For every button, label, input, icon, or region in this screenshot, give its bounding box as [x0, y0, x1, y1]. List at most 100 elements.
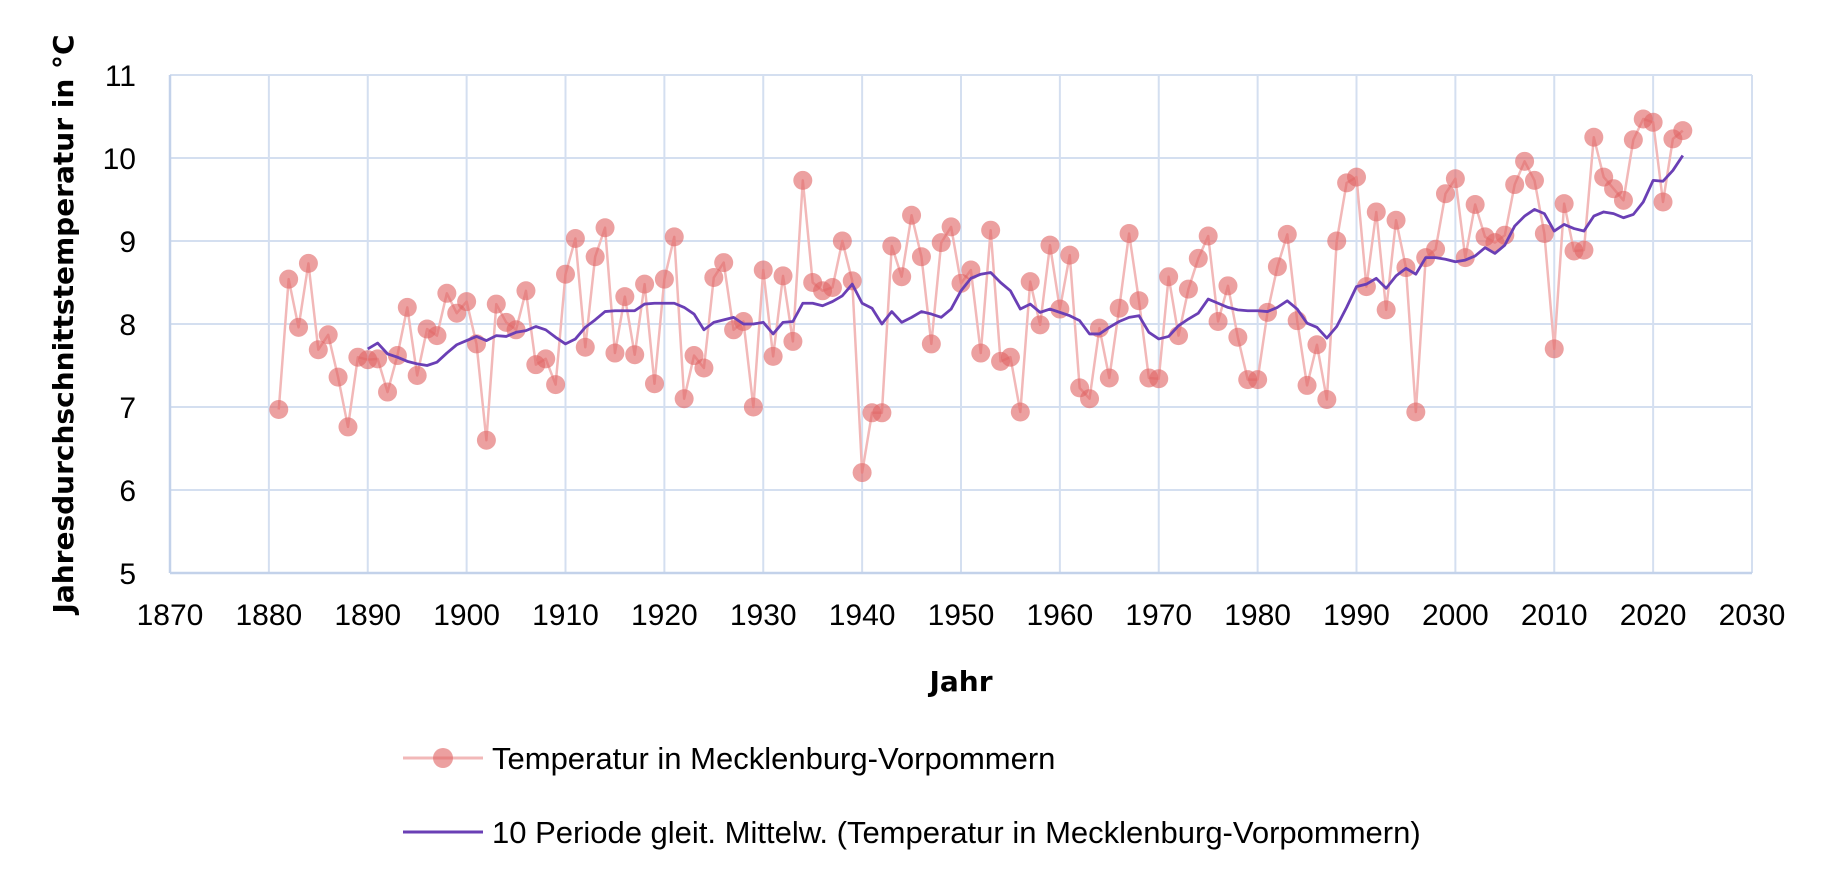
data-point-temperature: [486, 294, 506, 314]
data-point-temperature: [704, 268, 724, 288]
data-point-temperature: [1109, 298, 1129, 318]
data-point-temperature: [1613, 190, 1633, 210]
data-point-temperature: [1515, 151, 1535, 171]
series-layer: [269, 109, 1693, 483]
data-point-temperature: [615, 287, 635, 307]
data-point-temperature: [1317, 390, 1337, 410]
data-point-temperature: [822, 277, 842, 297]
y-tick-label: 8: [119, 309, 136, 342]
data-point-temperature: [1623, 130, 1643, 150]
legend-item-temperature: Temperatur in Mecklenburg-Vorpommern: [403, 741, 1055, 776]
y-axis-title: Jahresdurchschnittstemperatur in °C: [47, 34, 80, 615]
data-point-temperature: [981, 220, 1001, 240]
data-point-temperature: [832, 231, 852, 251]
series-line-moving-average: [367, 154, 1684, 367]
data-point-temperature: [1198, 226, 1218, 246]
data-point-temperature: [654, 269, 674, 289]
data-point-temperature: [1099, 368, 1119, 388]
data-point-temperature: [872, 403, 892, 423]
data-point-temperature: [961, 260, 981, 280]
data-point-temperature: [644, 374, 664, 394]
data-point-temperature: [328, 367, 348, 387]
x-tick-label: 1950: [928, 599, 995, 632]
data-point-temperature: [902, 205, 922, 225]
legend-marker-temperature: [433, 748, 453, 768]
data-point-temperature: [674, 389, 694, 409]
data-point-temperature: [763, 346, 783, 366]
data-point-temperature: [1119, 224, 1139, 244]
data-point-temperature: [1010, 402, 1030, 422]
data-point-temperature: [1584, 127, 1604, 147]
data-point-temperature: [516, 281, 536, 301]
data-point-temperature: [743, 397, 763, 417]
data-point-temperature: [368, 349, 388, 369]
data-point-temperature: [1544, 339, 1564, 359]
data-point-temperature: [753, 260, 773, 280]
data-point-temperature: [1445, 169, 1465, 189]
data-point-temperature: [664, 227, 684, 247]
legend-item-moving-average: 10 Periode gleit. Mittelw. (Temperatur i…: [403, 815, 1421, 850]
data-point-temperature: [1653, 192, 1673, 212]
data-point-temperature: [1673, 121, 1693, 141]
x-tick-label: 1870: [137, 599, 204, 632]
data-point-temperature: [605, 343, 625, 363]
data-point-temperature: [1327, 231, 1347, 251]
data-point-temperature: [1347, 167, 1366, 187]
data-point-temperature: [476, 430, 496, 450]
y-tick-label: 11: [105, 60, 136, 93]
data-point-temperature: [1040, 235, 1060, 255]
data-point-temperature: [1188, 248, 1208, 268]
y-tick-label: 5: [119, 558, 136, 591]
x-tick-label: 1980: [1224, 599, 1291, 632]
data-point-temperature: [1159, 267, 1179, 287]
data-point-temperature: [951, 273, 971, 293]
data-point-temperature: [1366, 202, 1386, 222]
data-point-temperature: [911, 247, 931, 267]
data-point-temperature: [635, 274, 655, 294]
data-point-temperature: [1524, 170, 1544, 190]
data-point-temperature: [1643, 112, 1663, 132]
data-point-temperature: [714, 253, 734, 273]
x-tick-label: 2020: [1620, 599, 1687, 632]
data-point-temperature: [378, 382, 398, 402]
grid: [169, 74, 1753, 574]
data-point-temperature: [773, 266, 793, 286]
data-point-temperature: [575, 337, 595, 357]
y-tick-label: 10: [103, 143, 136, 176]
data-point-temperature: [269, 399, 289, 419]
data-point-temperature: [1554, 194, 1574, 214]
data-point-temperature: [921, 334, 941, 354]
data-point-temperature: [1218, 276, 1238, 296]
data-point-temperature: [556, 264, 575, 284]
data-point-temperature: [842, 271, 862, 291]
x-axis-ticks: 1870 1880 1890 1900 1910 1920 1930 1940 1950 1960…: [137, 599, 1786, 632]
x-tick-label: 1970: [1125, 599, 1192, 632]
data-point-temperature: [308, 340, 328, 360]
x-tick-label: 1990: [1323, 599, 1390, 632]
legend-label-temperature: Temperatur in Mecklenburg-Vorpommern: [492, 741, 1055, 776]
data-point-temperature: [1129, 291, 1149, 311]
x-tick-label: 1890: [334, 599, 401, 632]
data-point-temperature: [1060, 245, 1080, 265]
data-point-temperature: [1277, 224, 1297, 244]
data-point-temperature: [338, 417, 358, 437]
data-point-temperature: [1465, 194, 1485, 214]
y-tick-label: 6: [119, 475, 136, 508]
y-axis-ticks: 5 6 7 8 9 10 11: [103, 60, 136, 591]
data-point-temperature: [1169, 326, 1189, 346]
x-tick-label: 1900: [433, 599, 500, 632]
x-tick-label: 2000: [1422, 599, 1489, 632]
data-point-temperature: [733, 312, 753, 332]
data-point-temperature: [1406, 402, 1426, 422]
data-point-temperature: [783, 331, 803, 351]
data-point-temperature: [1208, 312, 1228, 332]
data-point-temperature: [407, 365, 427, 385]
legend: Temperatur in Mecklenburg-Vorpommern 10 …: [403, 741, 1421, 850]
data-point-temperature: [279, 269, 299, 289]
data-point-temperature: [1297, 375, 1317, 395]
x-tick-label: 1940: [829, 599, 896, 632]
data-point-temperature: [1426, 239, 1446, 259]
data-point-temperature: [1505, 175, 1525, 195]
data-point-temperature: [585, 247, 605, 267]
